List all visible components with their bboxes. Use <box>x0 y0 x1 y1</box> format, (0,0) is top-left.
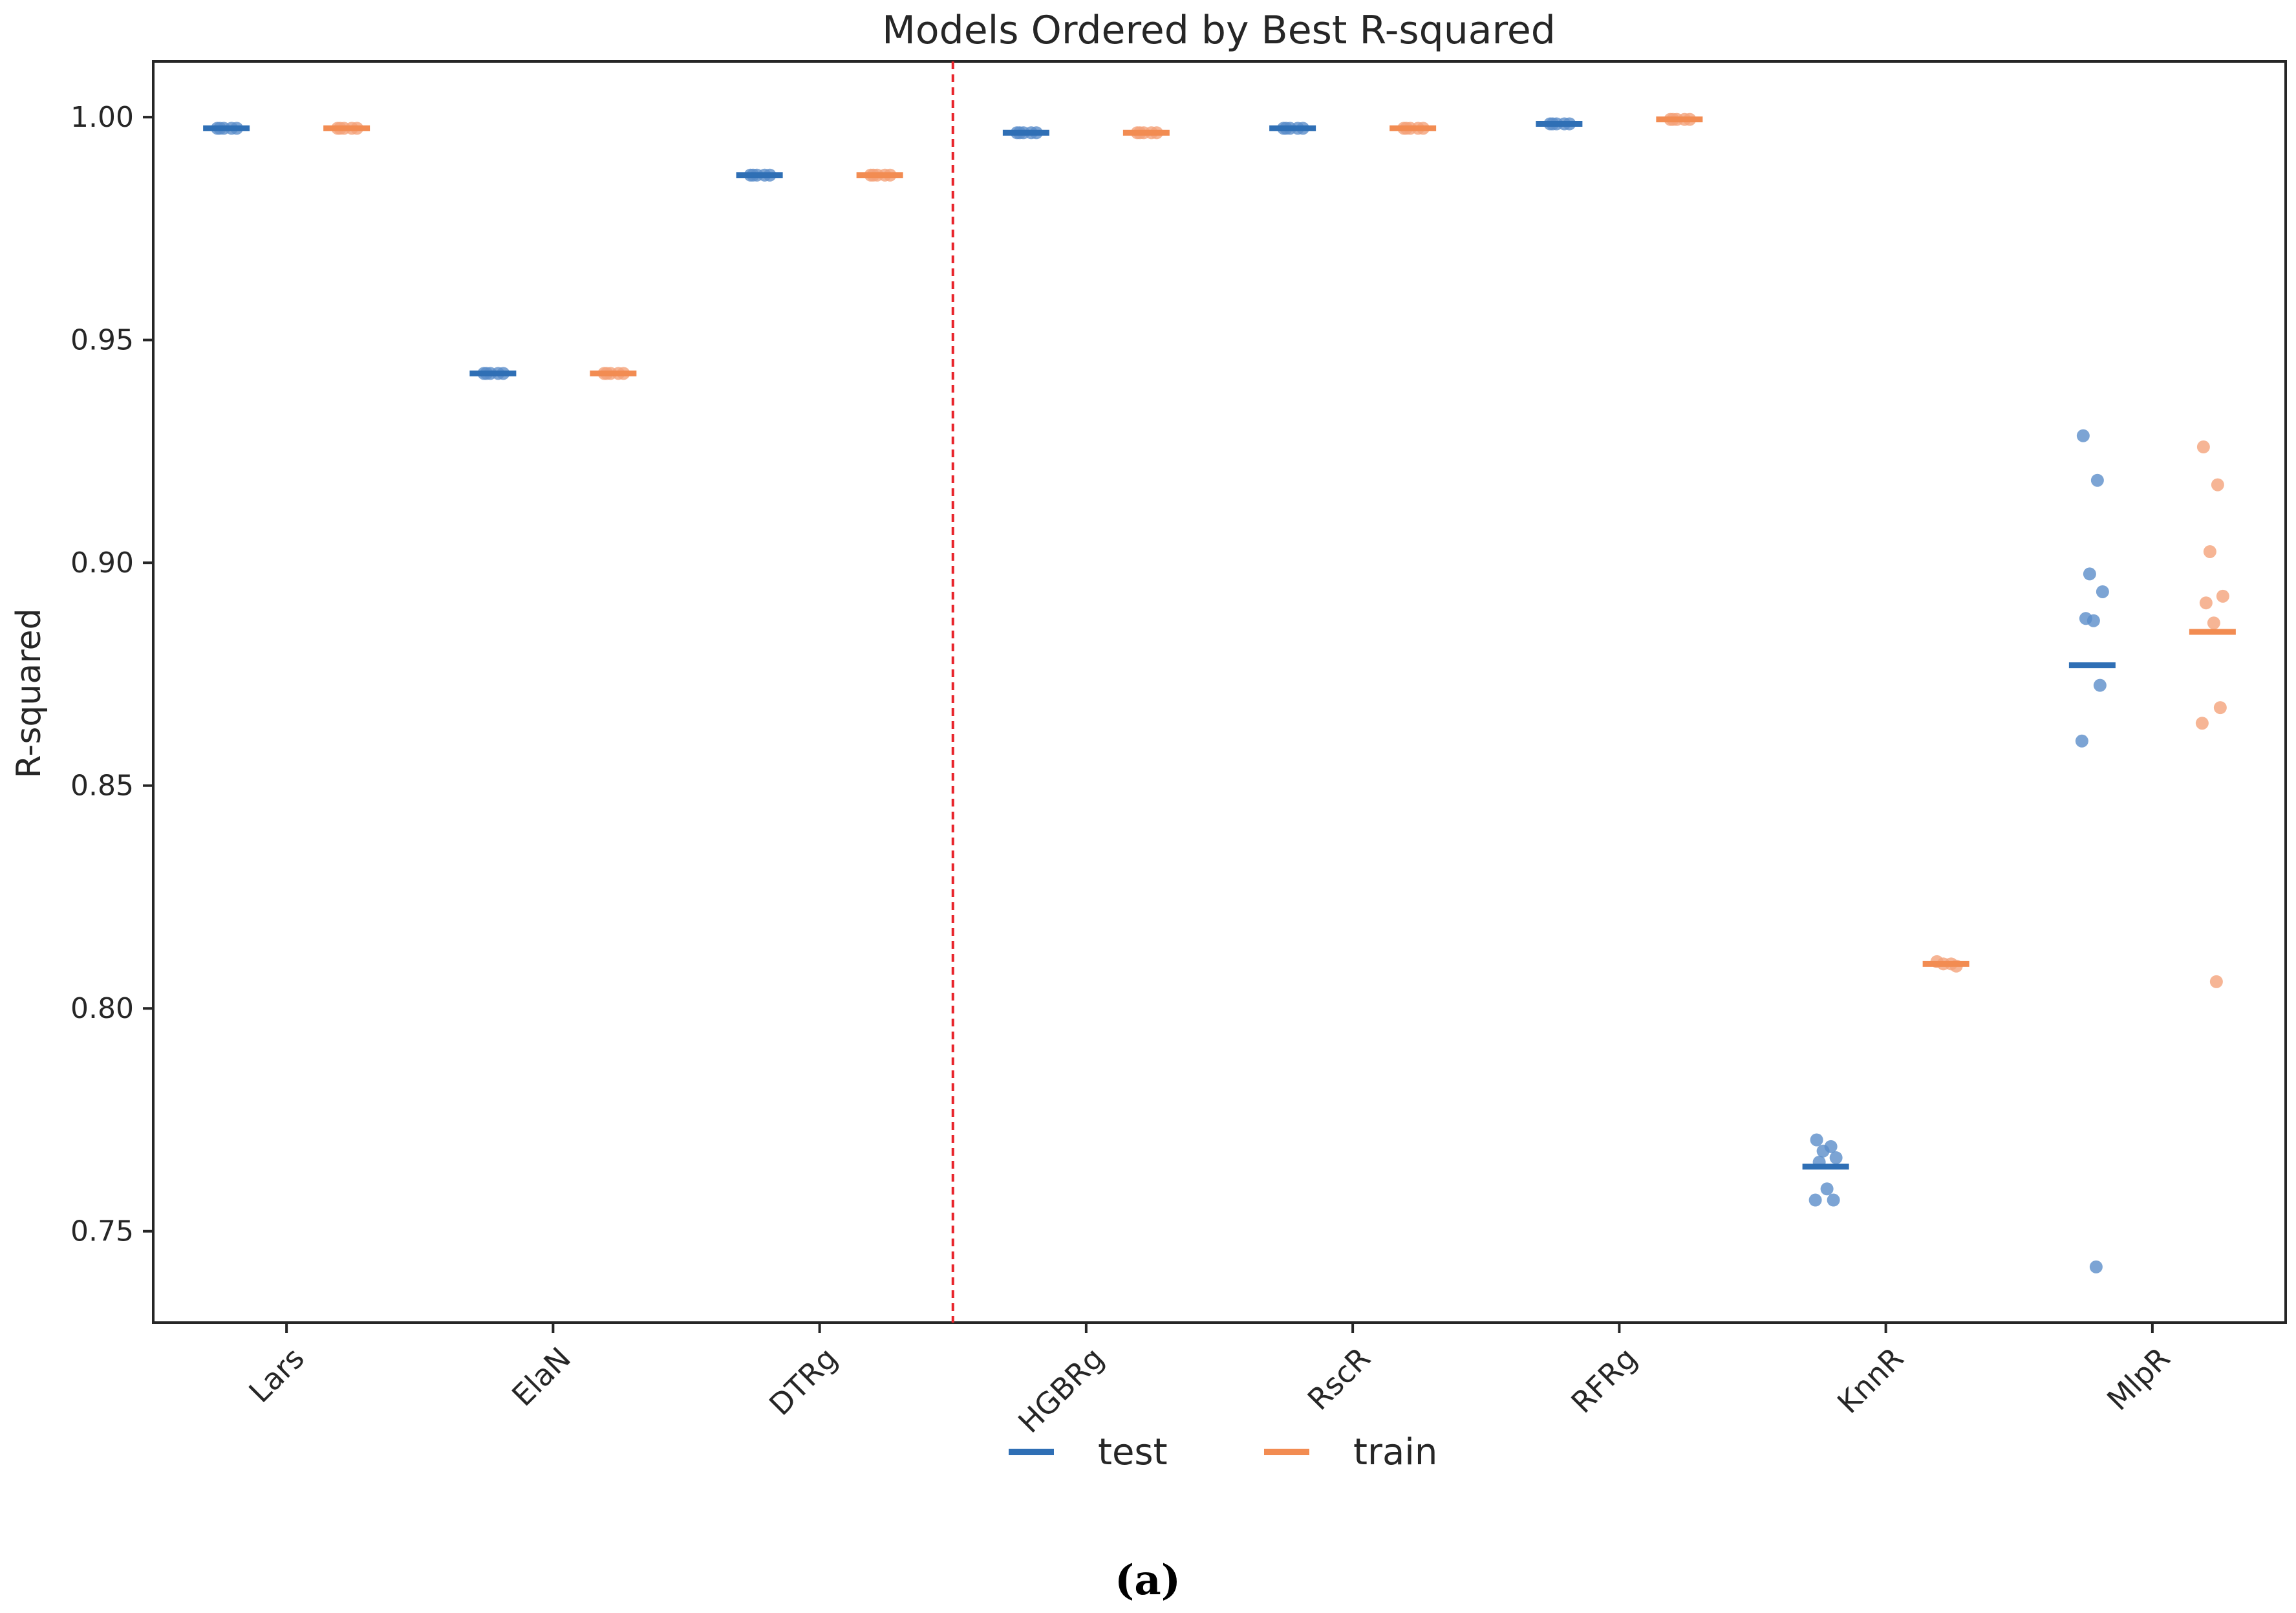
chart-marks <box>203 61 2236 1323</box>
x-tick-label-rfrg: RFRg <box>1564 1341 1644 1420</box>
plot-area <box>152 60 2287 1324</box>
y-tick-label: 0.85 <box>70 770 134 803</box>
data-point-train-mlpr <box>2199 596 2213 610</box>
data-point-train-mlpr <box>2195 717 2209 730</box>
data-point-test-mlpr <box>2076 429 2090 442</box>
x-tick-label-knnr: KnnR <box>1830 1341 1910 1420</box>
data-point-test-mlpr <box>2083 567 2096 581</box>
data-point-train-mlpr <box>2216 589 2229 603</box>
x-tick-label-rscr: RscR <box>1301 1341 1377 1417</box>
y-tick-label: 0.95 <box>70 324 134 357</box>
data-point-test-mlpr <box>2087 614 2100 627</box>
data-point-test-knnr <box>1827 1193 1840 1207</box>
y-tick-label: 1.00 <box>70 101 134 134</box>
data-point-train-mlpr <box>2207 616 2220 630</box>
y-axis-label: R-squared <box>10 609 48 779</box>
x-axis: Lars ElaN DTRg HGBRg RscR RFRg KnnR MlpR <box>242 1323 2177 1440</box>
x-tick-label-lars: Lars <box>242 1341 311 1410</box>
data-point-train-mlpr <box>2211 478 2224 492</box>
data-point-test-knnr <box>1829 1151 1843 1165</box>
data-point-test-knnr <box>1810 1133 1823 1147</box>
chart-title: Models Ordered by Best R-squared <box>882 8 1556 53</box>
data-point-train-mlpr <box>2213 701 2227 715</box>
x-tick-label-dtrg: DTRg <box>762 1341 844 1422</box>
series-test <box>203 117 2116 1273</box>
data-point-test-knnr <box>1808 1193 1822 1207</box>
data-point-test-mlpr <box>2096 585 2109 598</box>
data-point-test-knnr <box>1816 1144 1830 1158</box>
legend-label-train: train <box>1353 1431 1437 1473</box>
data-point-test-knnr <box>1820 1182 1834 1196</box>
data-point-test-mlpr <box>2089 1260 2103 1273</box>
data-point-train-mlpr <box>2203 545 2216 558</box>
y-tick-label: 0.80 <box>70 992 134 1025</box>
figure-caption: (a) <box>1115 1556 1181 1605</box>
data-point-test-mlpr <box>2093 678 2107 692</box>
data-point-train-mlpr <box>2196 440 2210 454</box>
y-axis: 0.75 0.80 0.85 0.90 0.95 1.00 <box>70 101 153 1248</box>
data-point-test-mlpr <box>2090 473 2104 487</box>
legend-label-test: test <box>1098 1431 1168 1473</box>
legend: test train <box>1009 1431 1437 1473</box>
series-train <box>323 113 2236 988</box>
x-tick-label-elan: ElaN <box>505 1341 577 1413</box>
data-point-train-mlpr <box>2209 975 2223 988</box>
data-point-test-mlpr <box>2075 734 2088 748</box>
x-tick-label-hgbrg: HGBRg <box>1011 1341 1110 1440</box>
x-tick-label-mlpr: MlpR <box>2100 1341 2177 1418</box>
y-tick-label: 0.75 <box>70 1215 134 1248</box>
y-tick-label: 0.90 <box>70 547 134 579</box>
